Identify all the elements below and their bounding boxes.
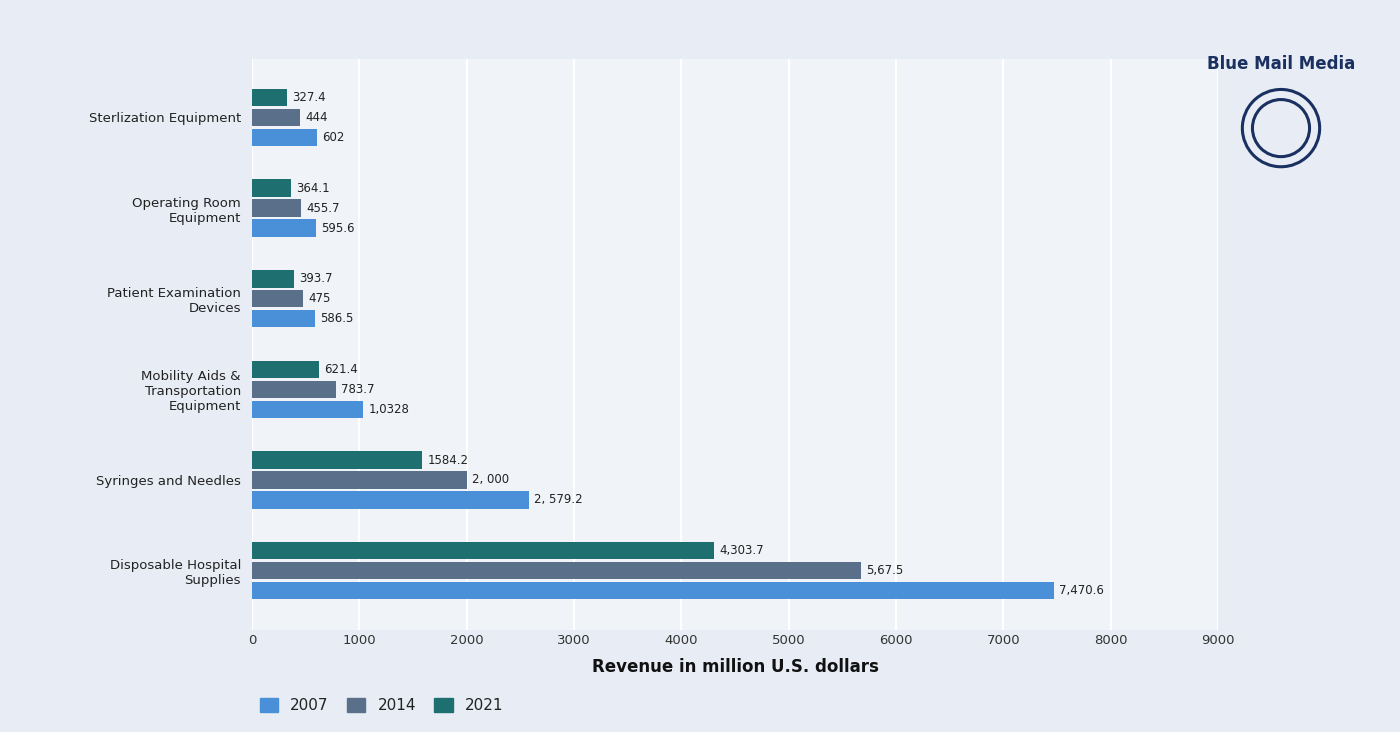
Text: 444: 444 — [305, 111, 328, 124]
Bar — [252, 562, 861, 580]
Bar — [252, 179, 291, 197]
Text: Blue Mail Media: Blue Mail Media — [1207, 55, 1355, 73]
Bar — [252, 199, 301, 217]
Bar — [252, 220, 316, 237]
Bar — [252, 361, 319, 378]
Bar — [252, 542, 714, 559]
Bar — [252, 491, 529, 509]
Text: 1,0328: 1,0328 — [368, 403, 409, 416]
Text: 5,67.5: 5,67.5 — [867, 564, 904, 577]
Text: 7,470.6: 7,470.6 — [1060, 584, 1105, 597]
Text: 327.4: 327.4 — [293, 91, 326, 104]
Bar — [252, 381, 336, 398]
Text: 4,303.7: 4,303.7 — [720, 544, 764, 557]
Text: 2, 579.2: 2, 579.2 — [535, 493, 582, 507]
Text: 393.7: 393.7 — [300, 272, 333, 285]
Bar — [252, 471, 466, 489]
Bar — [252, 310, 315, 327]
Bar — [252, 89, 287, 106]
Bar — [252, 451, 421, 468]
Bar — [252, 108, 300, 126]
Bar — [252, 129, 316, 146]
Text: 586.5: 586.5 — [321, 312, 354, 325]
Text: 621.4: 621.4 — [323, 363, 358, 376]
Legend: 2007, 2014, 2021: 2007, 2014, 2021 — [259, 698, 504, 713]
Text: 595.6: 595.6 — [321, 222, 354, 234]
Text: 602: 602 — [322, 131, 344, 144]
Bar — [252, 270, 294, 288]
X-axis label: Revenue in million U.S. dollars: Revenue in million U.S. dollars — [592, 659, 878, 676]
Text: 783.7: 783.7 — [342, 383, 375, 396]
Text: 2, 000: 2, 000 — [472, 474, 510, 487]
Text: 475: 475 — [308, 292, 330, 305]
Text: 1584.2: 1584.2 — [427, 454, 469, 466]
Text: 455.7: 455.7 — [307, 201, 340, 214]
Bar — [252, 582, 1054, 600]
Text: 364.1: 364.1 — [297, 182, 330, 195]
Bar — [252, 290, 302, 307]
Bar — [252, 400, 363, 418]
